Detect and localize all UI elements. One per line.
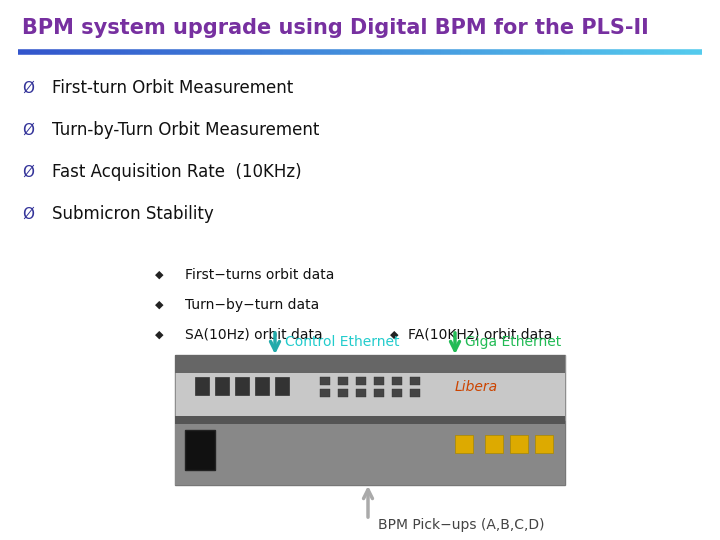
Text: Control Ethernet: Control Ethernet	[285, 335, 400, 349]
Bar	[374, 377, 384, 385]
Bar	[255, 377, 269, 395]
Text: ◆: ◆	[155, 300, 163, 310]
Text: First−turns orbit data: First−turns orbit data	[185, 268, 334, 282]
Text: Giga Ethernet: Giga Ethernet	[465, 335, 562, 349]
Bar	[356, 389, 366, 397]
Text: Turn−by−turn data: Turn−by−turn data	[185, 298, 319, 312]
Bar	[195, 377, 209, 395]
Bar	[175, 355, 565, 485]
Text: Ø: Ø	[22, 80, 34, 96]
Bar	[392, 377, 402, 385]
Bar	[235, 377, 249, 395]
Bar	[275, 377, 289, 395]
Bar	[510, 435, 528, 453]
Text: Libera: Libera	[455, 380, 498, 394]
Bar	[320, 377, 330, 385]
Text: BPM system upgrade using Digital BPM for the PLS-II: BPM system upgrade using Digital BPM for…	[22, 18, 649, 38]
Text: ◆: ◆	[155, 270, 163, 280]
Bar	[410, 377, 420, 385]
Bar	[320, 389, 330, 397]
Text: Submicron Stability: Submicron Stability	[52, 205, 214, 223]
Text: Turn-by-Turn Orbit Measurement: Turn-by-Turn Orbit Measurement	[52, 121, 320, 139]
Text: Ø: Ø	[22, 206, 34, 221]
Bar	[185, 430, 215, 470]
Bar	[535, 435, 553, 453]
Text: ◆: ◆	[155, 330, 163, 340]
Text: Fast Acquisition Rate  (10KHz): Fast Acquisition Rate (10KHz)	[52, 163, 302, 181]
Bar	[485, 435, 503, 453]
Bar	[175, 355, 565, 373]
Bar	[175, 416, 565, 424]
Bar	[215, 377, 229, 395]
Bar	[175, 355, 565, 420]
Text: ◆: ◆	[390, 330, 398, 340]
Bar	[356, 377, 366, 385]
Text: BPM Pick−ups (A,B,C,D): BPM Pick−ups (A,B,C,D)	[378, 518, 544, 532]
Text: SA(10Hz) orbit data: SA(10Hz) orbit data	[185, 328, 323, 342]
Bar	[392, 389, 402, 397]
Text: FA(10KHz) orbit data: FA(10KHz) orbit data	[408, 328, 552, 342]
Bar	[338, 389, 348, 397]
Bar	[374, 389, 384, 397]
Text: First-turn Orbit Measurement: First-turn Orbit Measurement	[52, 79, 293, 97]
Bar	[175, 424, 565, 485]
Bar	[338, 377, 348, 385]
Bar	[410, 389, 420, 397]
Text: Ø: Ø	[22, 123, 34, 138]
Bar	[455, 435, 473, 453]
Text: Ø: Ø	[22, 165, 34, 179]
